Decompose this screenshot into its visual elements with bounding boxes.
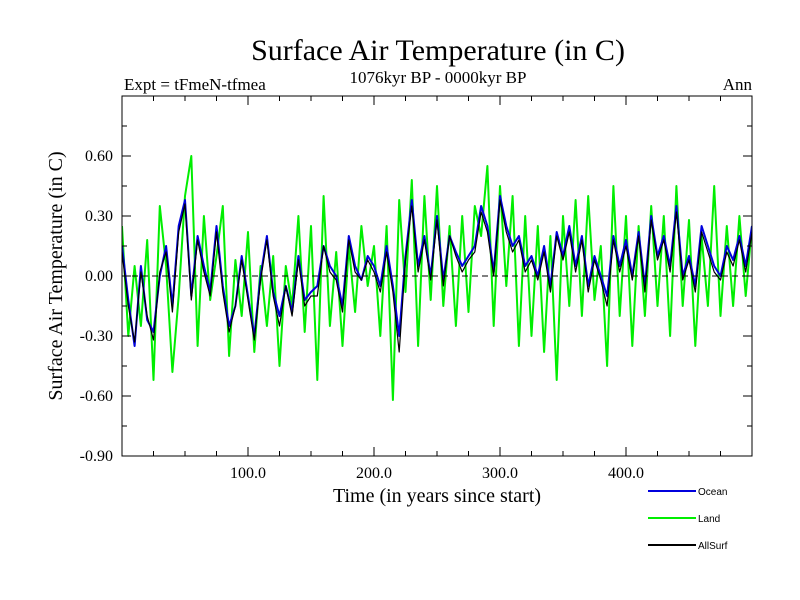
y-axis-title: Surface Air Temperature (in C) <box>45 151 67 400</box>
x-tick-label: 300.0 <box>482 465 518 482</box>
x-tick-label: 200.0 <box>356 465 392 482</box>
axis-ticks: 100.0 200.0 300.0 400.0 -0.90 -0.60 -0.30 0.00 0… <box>80 96 752 482</box>
legend-label-allsurf: AllSurf <box>698 541 728 552</box>
y-tick-label: 0.30 <box>85 208 113 225</box>
x-tick-label: 400.0 <box>608 465 644 482</box>
y-tick-label: -0.30 <box>80 328 113 345</box>
time-range-label: 1076kyr BP - 0000kyr BP <box>350 68 527 87</box>
season-label: Ann <box>723 75 753 94</box>
legend-label-ocean: Ocean <box>698 487 727 498</box>
chart-title: Surface Air Temperature (in C) <box>251 34 625 67</box>
series-line-ocean <box>122 195 752 347</box>
y-tick-label: 0.00 <box>85 268 113 285</box>
y-tick-label: -0.60 <box>80 388 113 405</box>
x-axis-title: Time (in years since start) <box>333 485 541 507</box>
y-tick-label: -0.90 <box>80 448 113 465</box>
x-tick-label: 100.0 <box>230 465 266 482</box>
legend: Ocean Land AllSurf <box>648 487 728 552</box>
series-line-land <box>122 155 752 401</box>
series-layer <box>122 155 752 401</box>
y-tick-label: 0.60 <box>85 148 113 165</box>
legend-label-land: Land <box>698 514 720 525</box>
experiment-label: Expt = tFmeN-tfmea <box>124 75 266 94</box>
series-line-allsurf <box>122 199 752 353</box>
